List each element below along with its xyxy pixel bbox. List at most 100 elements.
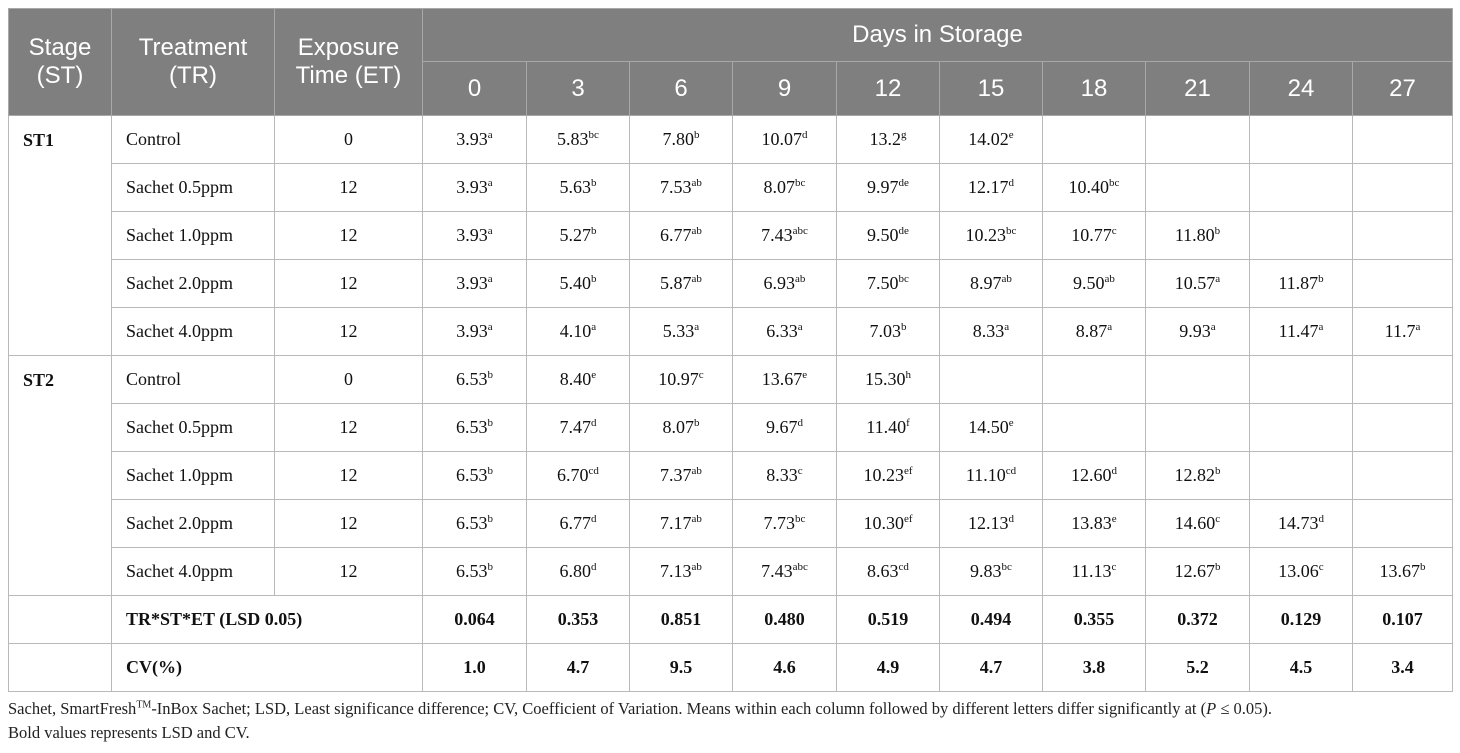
day-header: 27: [1351, 61, 1454, 116]
value-cell: 10.23ef: [836, 451, 940, 500]
significance-letter: c: [797, 465, 803, 477]
mean-value: 7.53: [660, 177, 692, 197]
value-cell: [1249, 163, 1353, 212]
footnote-text: Sachet, SmartFresh: [8, 699, 137, 718]
value-cell: 11.40f: [836, 403, 940, 452]
value-cell: 6.53b: [422, 451, 527, 500]
significance-letter: ab: [795, 273, 806, 285]
mean-value: 11.40: [866, 417, 907, 437]
table-row: Sachet 1.0ppm 12 6.53b 6.70cd 7.37ab 8.33c 10.…: [9, 451, 1454, 500]
stage-header-label: Stage (ST): [28, 34, 92, 89]
significance-letter: b: [487, 561, 494, 573]
mean-value: 13.67: [761, 369, 803, 389]
value-cell: 5.63b: [526, 163, 630, 212]
footnote-line-2: Bold values represents LSD and CV.: [8, 723, 250, 742]
mean-value: 13.2: [869, 129, 902, 149]
value-cell: 5.33a: [629, 307, 733, 356]
value-cell: 7.43abc: [732, 547, 837, 596]
footnote-line-1: Sachet, SmartFreshTM-InBox Sachet; LSD, …: [8, 697, 1456, 721]
value-cell: 11.10cd: [939, 451, 1043, 500]
value-cell: 9.93a: [1145, 307, 1250, 356]
mean-value: 7.43: [761, 225, 793, 245]
value-cell: 14.02e: [939, 115, 1043, 164]
stats-value: 0.129: [1249, 595, 1353, 644]
table-row: Sachet 4.0ppm 12 6.53b 6.80d 7.13ab 7.43abc 8.…: [9, 547, 1454, 596]
value-cell: 10.97c: [629, 355, 733, 404]
storage-results-table: Stage (ST) Treatment (TR) Exposure Time …: [8, 8, 1454, 692]
value-cell: [1145, 163, 1250, 212]
significance-letter: d: [1318, 513, 1325, 525]
value-cell: 11.7a: [1351, 307, 1454, 356]
value-cell: 15.30h: [836, 355, 940, 404]
mean-value: 10.97: [658, 369, 699, 389]
mean-value: 7.37: [660, 465, 692, 485]
stats-value: 0.064: [422, 595, 527, 644]
significance-letter: bc: [795, 177, 806, 189]
value-cell: 10.07d: [732, 115, 837, 164]
value-cell: 13.83e: [1042, 499, 1146, 548]
table-footnote: Sachet, SmartFreshTM-InBox Sachet; LSD, …: [8, 697, 1456, 745]
value-cell: 6.77d: [526, 499, 630, 548]
mean-value: 7.43: [761, 561, 793, 581]
day-header: 21: [1145, 61, 1250, 116]
value-cell: 6.53b: [422, 355, 527, 404]
mean-value: 4.10: [559, 321, 592, 341]
significance-letter: cd: [898, 561, 909, 573]
significance-letter: a: [487, 321, 493, 333]
value-cell: 7.53ab: [629, 163, 733, 212]
table-row: Sachet 2.0ppm 12 6.53b 6.77d 7.17ab 7.73bc 10.…: [9, 499, 1454, 548]
significance-letter: b: [1318, 273, 1324, 285]
stats-value: 4.7: [939, 643, 1043, 692]
significance-letter: cd: [1005, 465, 1017, 477]
mean-value: 10.30: [863, 513, 904, 533]
stats-value: 4.7: [526, 643, 630, 692]
value-cell: 13.67b: [1351, 547, 1454, 596]
exposure-cell: 12: [274, 211, 423, 260]
mean-value: 7.73: [763, 513, 796, 533]
significance-letter: d: [1008, 177, 1015, 189]
treatment-cell: Sachet 2.0ppm: [111, 499, 275, 548]
stats-value: 0.480: [732, 595, 837, 644]
mean-value: 6.53: [456, 513, 488, 533]
mean-value: 12.17: [968, 177, 1009, 197]
value-cell: 11.13c: [1042, 547, 1146, 596]
significance-letter: ab: [691, 273, 702, 285]
empty-cell: [8, 595, 112, 644]
treatment-cell: Sachet 2.0ppm: [111, 259, 275, 308]
value-cell: 12.67b: [1145, 547, 1250, 596]
mean-value: 7.47: [559, 417, 592, 437]
value-cell: 7.43abc: [732, 211, 837, 260]
significance-letter: c: [1111, 561, 1117, 573]
treatment-cell: Sachet 4.0ppm: [111, 547, 275, 596]
exposure-cell: 12: [274, 307, 423, 356]
significance-letter: b: [694, 129, 700, 141]
value-cell: [1351, 211, 1454, 260]
value-cell: 7.50bc: [836, 259, 940, 308]
mean-value: 9.97: [867, 177, 899, 197]
stats-value: 4.6: [732, 643, 837, 692]
significance-letter: cd: [588, 465, 599, 477]
stats-label: TR*ST*ET (LSD 0.05): [111, 595, 423, 644]
mean-value: 5.83: [557, 129, 589, 149]
table-row: Sachet 0.5ppm 12 6.53b 7.47d 8.07b 9.67d 11.40…: [9, 403, 1454, 452]
value-cell: [1249, 403, 1353, 452]
value-cell: 11.80b: [1145, 211, 1250, 260]
mean-value: 8.87: [1075, 321, 1108, 341]
table-row: ST1 Control 0 3.93a 5.83bc 7.80b 10.07d 13.2g 14…: [8, 115, 1454, 356]
value-cell: [1145, 355, 1250, 404]
footnote-text: -InBox Sachet; LSD, Least significance d…: [151, 699, 1207, 718]
stats-value: 1.0: [422, 643, 527, 692]
significance-letter: b: [901, 321, 907, 333]
mean-value: 14.60: [1174, 513, 1216, 533]
mean-value: 8.33: [766, 465, 798, 485]
value-cell: [1249, 115, 1353, 164]
mean-value: 6.53: [456, 417, 488, 437]
significance-letter: ab: [1001, 273, 1012, 285]
value-cell: 6.77ab: [629, 211, 733, 260]
value-cell: 12.17d: [939, 163, 1043, 212]
stats-value: 0.355: [1042, 595, 1146, 644]
day-header: 12: [836, 61, 940, 116]
value-cell: 12.13d: [939, 499, 1043, 548]
mean-value: 9.50: [1073, 273, 1105, 293]
significance-letter: abc: [792, 225, 808, 237]
